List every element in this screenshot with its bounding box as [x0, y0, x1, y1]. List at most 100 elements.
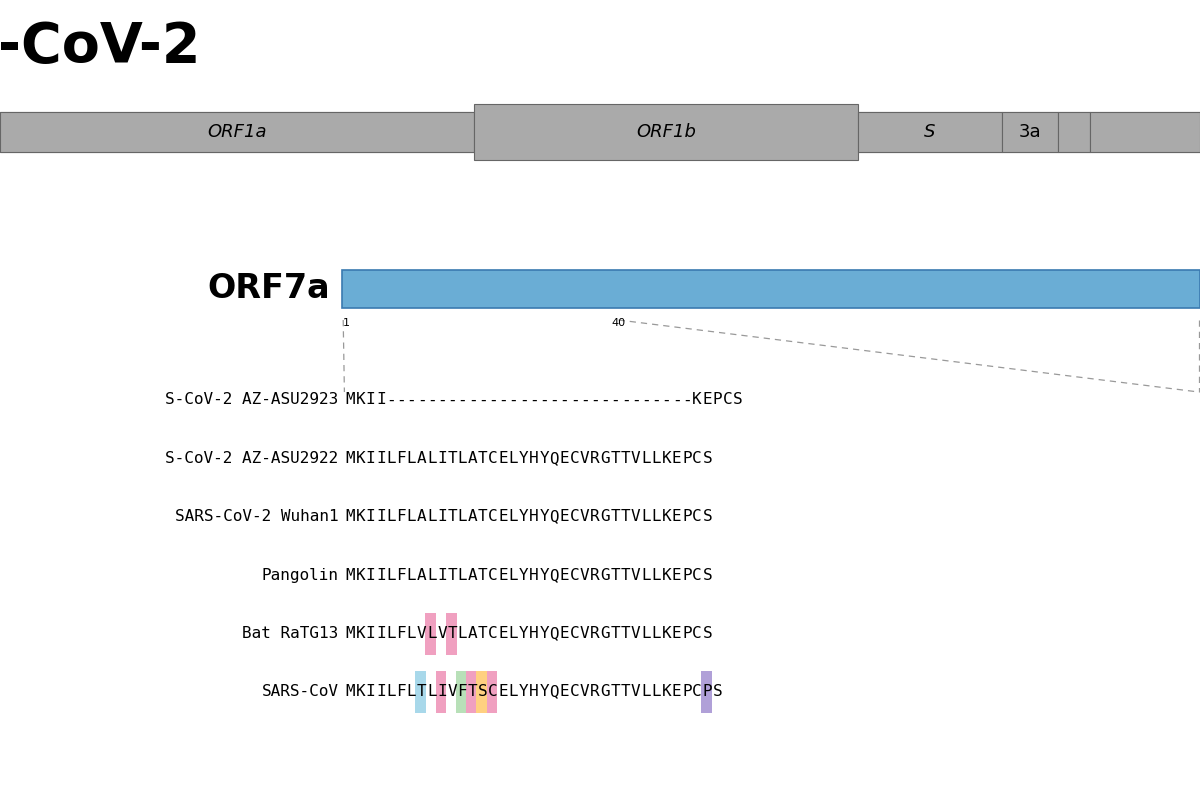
Text: T: T	[448, 510, 457, 524]
Text: A: A	[416, 451, 426, 466]
Text: -: -	[641, 393, 650, 407]
Text: Y: Y	[518, 510, 528, 524]
Bar	[0, 112, 1200, 152]
Text: E: E	[672, 451, 682, 466]
Text: -: -	[407, 393, 416, 407]
Text: S: S	[924, 123, 936, 141]
Text: E: E	[498, 626, 508, 641]
Text: S: S	[478, 685, 487, 699]
Text: K: K	[355, 510, 365, 524]
Bar	[1090, 112, 1200, 152]
Text: T: T	[611, 568, 620, 582]
Text: L: L	[386, 568, 396, 582]
Text: R: R	[590, 510, 600, 524]
Text: L: L	[427, 626, 437, 641]
Text: K: K	[355, 451, 365, 466]
Text: L: L	[652, 626, 661, 641]
Text: L: L	[427, 685, 437, 699]
Text: ORF7a: ORF7a	[208, 272, 330, 306]
Text: -: -	[386, 393, 396, 407]
Text: K: K	[661, 568, 671, 582]
Text: -: -	[448, 393, 457, 407]
Bar	[1058, 112, 1090, 152]
Bar	[474, 104, 858, 160]
Text: V: V	[631, 685, 641, 699]
Text: -: -	[600, 393, 610, 407]
Text: K: K	[661, 451, 671, 466]
Text: I: I	[437, 568, 446, 582]
Text: M: M	[346, 685, 355, 699]
Text: G: G	[600, 451, 610, 466]
Text: P: P	[682, 451, 691, 466]
Text: K: K	[355, 626, 365, 641]
Text: Y: Y	[539, 685, 548, 699]
Text: C: C	[692, 510, 702, 524]
Bar	[436, 671, 446, 713]
Text: A: A	[468, 568, 478, 582]
Text: -: -	[416, 393, 426, 407]
Text: I: I	[376, 510, 385, 524]
Text: 1: 1	[343, 318, 350, 328]
Text: -: -	[631, 393, 641, 407]
Text: H: H	[529, 626, 539, 641]
Text: -: -	[478, 393, 487, 407]
Text: -: -	[539, 393, 548, 407]
Text: Y: Y	[539, 451, 548, 466]
Text: -: -	[620, 393, 630, 407]
Text: E: E	[559, 510, 569, 524]
Text: L: L	[641, 626, 650, 641]
Text: E: E	[559, 685, 569, 699]
Text: L: L	[652, 451, 661, 466]
Text: V: V	[631, 568, 641, 582]
Text: M: M	[346, 393, 355, 407]
Text: C: C	[722, 393, 732, 407]
Text: R: R	[590, 626, 600, 641]
Bar	[487, 671, 498, 713]
Text: V: V	[631, 451, 641, 466]
Text: A: A	[468, 626, 478, 641]
Text: H: H	[529, 568, 539, 582]
Text: A: A	[416, 568, 426, 582]
Text: L: L	[641, 685, 650, 699]
Text: I: I	[437, 451, 446, 466]
Text: I: I	[366, 568, 376, 582]
Text: T: T	[620, 685, 630, 699]
Text: C: C	[692, 568, 702, 582]
Text: V: V	[580, 510, 589, 524]
Text: Bat RaTG13: Bat RaTG13	[242, 626, 338, 641]
Text: -: -	[590, 393, 600, 407]
Text: P: P	[702, 685, 712, 699]
Text: R: R	[590, 451, 600, 466]
Text: T: T	[611, 510, 620, 524]
Text: H: H	[529, 510, 539, 524]
Text: SARS-CoV: SARS-CoV	[262, 685, 338, 699]
Text: -: -	[437, 393, 446, 407]
Text: C: C	[692, 451, 702, 466]
Text: V: V	[580, 451, 589, 466]
Text: L: L	[509, 568, 518, 582]
Text: V: V	[580, 568, 589, 582]
Text: L: L	[457, 626, 467, 641]
Text: L: L	[652, 510, 661, 524]
Text: E: E	[672, 568, 682, 582]
Text: E: E	[559, 626, 569, 641]
Text: -: -	[570, 393, 580, 407]
Text: T: T	[448, 626, 457, 641]
Text: A: A	[416, 510, 426, 524]
Text: H: H	[529, 451, 539, 466]
Text: -: -	[652, 393, 661, 407]
Text: L: L	[509, 685, 518, 699]
Text: F: F	[457, 685, 467, 699]
Bar	[0, 112, 474, 152]
Text: -: -	[427, 393, 437, 407]
Text: V: V	[437, 626, 446, 641]
Text: C: C	[488, 626, 498, 641]
Text: F: F	[396, 626, 406, 641]
Text: V: V	[580, 685, 589, 699]
Text: P: P	[682, 568, 691, 582]
Text: Y: Y	[518, 626, 528, 641]
Text: A: A	[468, 510, 478, 524]
Text: I: I	[376, 393, 385, 407]
Text: E: E	[672, 626, 682, 641]
Text: T: T	[620, 510, 630, 524]
